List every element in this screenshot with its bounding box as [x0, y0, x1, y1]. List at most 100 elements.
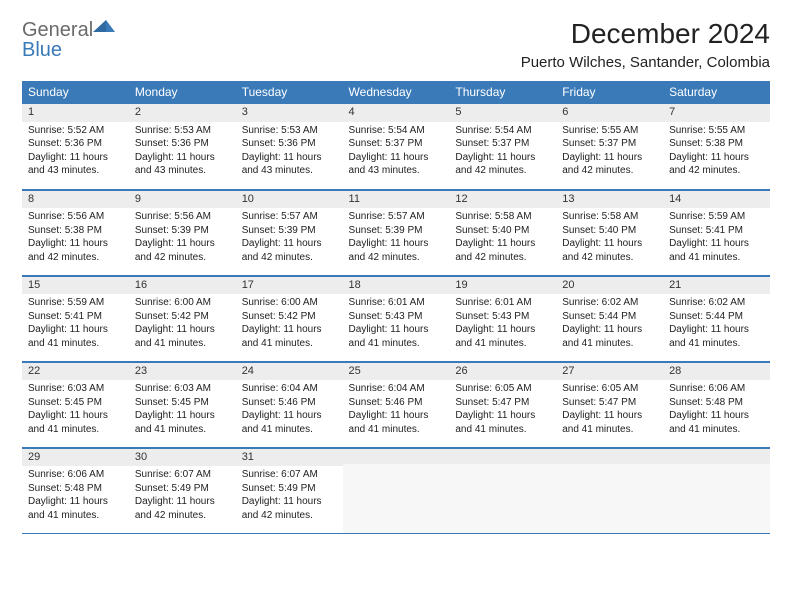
- day-number: 2: [129, 103, 236, 122]
- day-body: Sunrise: 5:52 AMSunset: 5:36 PMDaylight:…: [22, 122, 129, 183]
- daylight-text: and 41 minutes.: [455, 424, 550, 437]
- daylight-text: Daylight: 11 hours: [28, 410, 123, 423]
- month-title: December 2024: [521, 18, 770, 50]
- calendar-day-cell: 25Sunrise: 6:04 AMSunset: 5:46 PMDayligh…: [343, 361, 450, 447]
- day-body: Sunrise: 5:59 AMSunset: 5:41 PMDaylight:…: [22, 294, 129, 355]
- daylight-text: and 43 minutes.: [28, 165, 123, 178]
- calendar-week-row: 1Sunrise: 5:52 AMSunset: 5:36 PMDaylight…: [22, 103, 770, 189]
- daylight-text: and 42 minutes.: [242, 252, 337, 265]
- daylight-text: and 42 minutes.: [135, 510, 230, 523]
- calendar-header-row: Sunday Monday Tuesday Wednesday Thursday…: [22, 81, 770, 103]
- calendar-body: 1Sunrise: 5:52 AMSunset: 5:36 PMDaylight…: [22, 103, 770, 533]
- calendar-day-cell: 16Sunrise: 6:00 AMSunset: 5:42 PMDayligh…: [129, 275, 236, 361]
- daylight-text: Daylight: 11 hours: [28, 496, 123, 509]
- day-body: Sunrise: 5:57 AMSunset: 5:39 PMDaylight:…: [343, 208, 450, 269]
- daylight-text: and 41 minutes.: [135, 424, 230, 437]
- sunset-text: Sunset: 5:39 PM: [349, 225, 444, 238]
- sunrise-text: Sunrise: 5:55 AM: [562, 125, 657, 138]
- sunset-text: Sunset: 5:38 PM: [28, 225, 123, 238]
- day-number: 30: [129, 448, 236, 467]
- day-body: Sunrise: 5:57 AMSunset: 5:39 PMDaylight:…: [236, 208, 343, 269]
- day-number: 26: [449, 362, 556, 381]
- day-body: Sunrise: 5:58 AMSunset: 5:40 PMDaylight:…: [449, 208, 556, 269]
- day-body: Sunrise: 6:06 AMSunset: 5:48 PMDaylight:…: [22, 466, 129, 527]
- day-number: 25: [343, 362, 450, 381]
- sunrise-text: Sunrise: 5:59 AM: [669, 211, 764, 224]
- sunset-text: Sunset: 5:36 PM: [135, 138, 230, 151]
- day-number: 6: [556, 103, 663, 122]
- day-number: 29: [22, 448, 129, 467]
- calendar-day-cell: 24Sunrise: 6:04 AMSunset: 5:46 PMDayligh…: [236, 361, 343, 447]
- daylight-text: and 41 minutes.: [669, 424, 764, 437]
- day-body: Sunrise: 6:07 AMSunset: 5:49 PMDaylight:…: [129, 466, 236, 527]
- daylight-text: and 42 minutes.: [562, 165, 657, 178]
- sunset-text: Sunset: 5:37 PM: [349, 138, 444, 151]
- brand-logo: General Blue: [22, 18, 115, 60]
- sunrise-text: Sunrise: 5:58 AM: [562, 211, 657, 224]
- sunset-text: Sunset: 5:42 PM: [242, 311, 337, 324]
- sunrise-text: Sunrise: 6:00 AM: [135, 297, 230, 310]
- sunrise-text: Sunrise: 6:05 AM: [455, 383, 550, 396]
- day-body: Sunrise: 6:00 AMSunset: 5:42 PMDaylight:…: [129, 294, 236, 355]
- day-number: 10: [236, 190, 343, 209]
- daylight-text: Daylight: 11 hours: [28, 238, 123, 251]
- daylight-text: and 41 minutes.: [455, 338, 550, 351]
- day-body-empty: [449, 464, 556, 533]
- sunset-text: Sunset: 5:41 PM: [28, 311, 123, 324]
- sunset-text: Sunset: 5:36 PM: [28, 138, 123, 151]
- calendar-day-cell: 5Sunrise: 5:54 AMSunset: 5:37 PMDaylight…: [449, 103, 556, 189]
- day-number: 19: [449, 276, 556, 295]
- day-number: 5: [449, 103, 556, 122]
- day-body: Sunrise: 6:07 AMSunset: 5:49 PMDaylight:…: [236, 466, 343, 527]
- sunrise-text: Sunrise: 5:54 AM: [349, 125, 444, 138]
- day-body-empty: [663, 464, 770, 533]
- day-number: 3: [236, 103, 343, 122]
- sunset-text: Sunset: 5:44 PM: [669, 311, 764, 324]
- calendar-table: Sunday Monday Tuesday Wednesday Thursday…: [22, 81, 770, 534]
- calendar-day-cell: [556, 447, 663, 533]
- day-number: 11: [343, 190, 450, 209]
- daylight-text: Daylight: 11 hours: [455, 238, 550, 251]
- day-number: 1: [22, 103, 129, 122]
- day-body: Sunrise: 5:53 AMSunset: 5:36 PMDaylight:…: [236, 122, 343, 183]
- daylight-text: and 42 minutes.: [242, 510, 337, 523]
- sunset-text: Sunset: 5:39 PM: [242, 225, 337, 238]
- day-body: Sunrise: 6:01 AMSunset: 5:43 PMDaylight:…: [449, 294, 556, 355]
- daylight-text: and 43 minutes.: [135, 165, 230, 178]
- daylight-text: and 41 minutes.: [135, 338, 230, 351]
- day-body: Sunrise: 6:05 AMSunset: 5:47 PMDaylight:…: [556, 380, 663, 441]
- calendar-day-cell: 6Sunrise: 5:55 AMSunset: 5:37 PMDaylight…: [556, 103, 663, 189]
- day-number-empty: [449, 448, 556, 464]
- daylight-text: Daylight: 11 hours: [135, 410, 230, 423]
- sunrise-text: Sunrise: 6:02 AM: [562, 297, 657, 310]
- sunrise-text: Sunrise: 5:52 AM: [28, 125, 123, 138]
- day-number: 22: [22, 362, 129, 381]
- sunrise-text: Sunrise: 5:57 AM: [349, 211, 444, 224]
- calendar-day-cell: 7Sunrise: 5:55 AMSunset: 5:38 PMDaylight…: [663, 103, 770, 189]
- daylight-text: Daylight: 11 hours: [669, 324, 764, 337]
- calendar-day-cell: 13Sunrise: 5:58 AMSunset: 5:40 PMDayligh…: [556, 189, 663, 275]
- day-number: 12: [449, 190, 556, 209]
- calendar-day-cell: 26Sunrise: 6:05 AMSunset: 5:47 PMDayligh…: [449, 361, 556, 447]
- sunset-text: Sunset: 5:44 PM: [562, 311, 657, 324]
- calendar-day-cell: 8Sunrise: 5:56 AMSunset: 5:38 PMDaylight…: [22, 189, 129, 275]
- daylight-text: Daylight: 11 hours: [349, 324, 444, 337]
- daylight-text: and 43 minutes.: [242, 165, 337, 178]
- daylight-text: and 41 minutes.: [242, 338, 337, 351]
- daylight-text: Daylight: 11 hours: [562, 238, 657, 251]
- day-body: Sunrise: 5:54 AMSunset: 5:37 PMDaylight:…: [343, 122, 450, 183]
- daylight-text: Daylight: 11 hours: [669, 152, 764, 165]
- sunset-text: Sunset: 5:49 PM: [135, 483, 230, 496]
- calendar-day-cell: 18Sunrise: 6:01 AMSunset: 5:43 PMDayligh…: [343, 275, 450, 361]
- calendar-day-cell: 31Sunrise: 6:07 AMSunset: 5:49 PMDayligh…: [236, 447, 343, 533]
- day-number: 28: [663, 362, 770, 381]
- daylight-text: Daylight: 11 hours: [349, 410, 444, 423]
- day-number: 21: [663, 276, 770, 295]
- sunrise-text: Sunrise: 6:00 AM: [242, 297, 337, 310]
- calendar-day-cell: 29Sunrise: 6:06 AMSunset: 5:48 PMDayligh…: [22, 447, 129, 533]
- daylight-text: Daylight: 11 hours: [669, 410, 764, 423]
- day-number: 7: [663, 103, 770, 122]
- daylight-text: Daylight: 11 hours: [562, 152, 657, 165]
- daylight-text: and 41 minutes.: [562, 424, 657, 437]
- sunrise-text: Sunrise: 5:53 AM: [135, 125, 230, 138]
